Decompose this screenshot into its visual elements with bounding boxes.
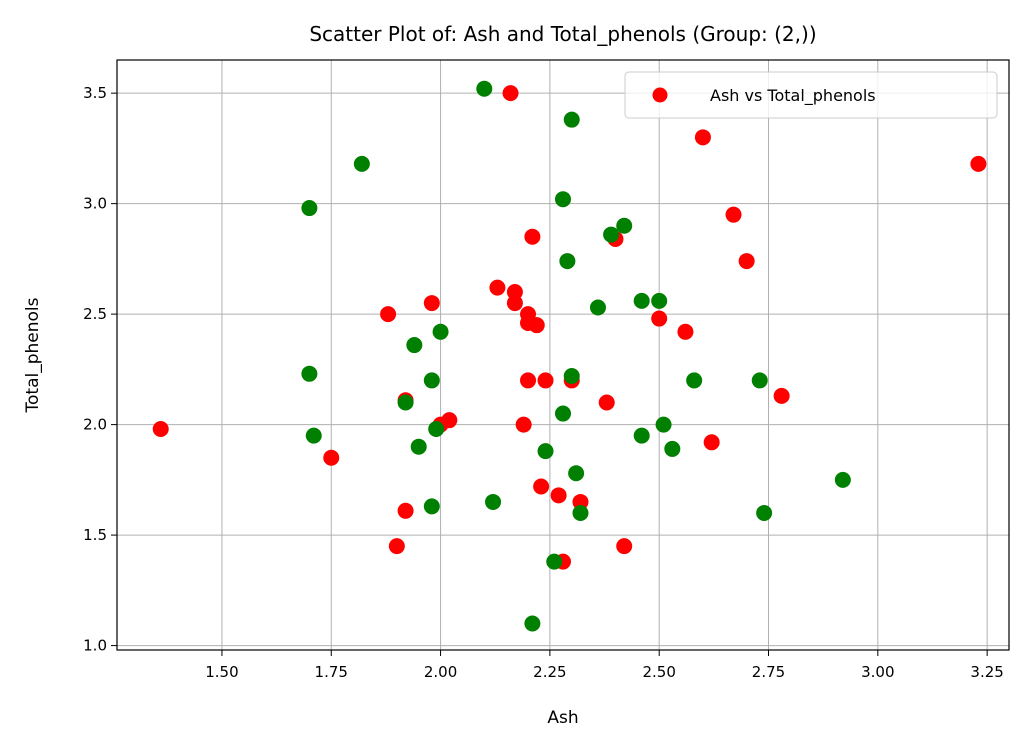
data-point-series-1 — [655, 416, 672, 433]
data-point-series-0 — [694, 129, 711, 146]
data-point-series-1 — [555, 191, 571, 208]
data-point-series-0 — [489, 279, 506, 296]
data-point-series-0 — [423, 295, 440, 312]
data-point-series-1 — [423, 498, 440, 515]
data-point-series-1 — [633, 427, 650, 444]
data-point-series-0 — [506, 284, 523, 301]
x-tick-label: 2.50 — [642, 663, 675, 681]
x-axis-ticks: 1.50 1.75 2.00 2.25 2.50 2.75 3.00 3.25 — [205, 650, 1004, 681]
data-point-series-1 — [563, 111, 580, 128]
data-points — [152, 80, 987, 632]
data-point-series-0 — [528, 317, 545, 334]
x-tick-label: 3.00 — [861, 663, 894, 681]
data-point-series-0 — [550, 487, 567, 504]
data-point-series-1 — [423, 372, 440, 389]
data-point-series-1 — [834, 471, 851, 488]
data-point-series-0 — [323, 449, 340, 466]
y-axis-ticks: 1.0 1.5 2.0 2.5 3.0 3.5 — [83, 84, 117, 655]
data-point-series-1 — [563, 367, 580, 384]
data-point-series-1 — [568, 465, 585, 482]
legend-box — [624, 71, 998, 119]
data-point-series-0 — [616, 538, 633, 555]
data-point-series-1 — [305, 427, 322, 444]
data-point-series-1 — [664, 440, 681, 457]
data-point-series-0 — [651, 310, 668, 327]
data-point-series-0 — [537, 372, 554, 389]
data-point-series-0 — [773, 387, 790, 404]
x-tick-label: 1.75 — [315, 663, 348, 681]
y-axis-label: Total_phenols — [23, 297, 43, 413]
data-point-series-1 — [546, 553, 563, 570]
data-point-series-1 — [751, 372, 768, 389]
data-point-series-0 — [970, 155, 987, 172]
data-point-series-0 — [738, 253, 755, 270]
data-point-series-1 — [589, 299, 606, 316]
data-point-series-1 — [428, 421, 445, 438]
data-point-series-1 — [301, 365, 318, 382]
data-point-series-1 — [559, 253, 576, 270]
y-tick-label: 3.5 — [83, 84, 107, 102]
data-point-series-0 — [533, 478, 550, 495]
grid-lines — [117, 60, 1009, 650]
data-point-series-1 — [301, 200, 318, 217]
data-point-series-1 — [603, 226, 620, 243]
x-tick-label: 3.25 — [970, 663, 1003, 681]
data-point-series-0 — [388, 538, 405, 555]
data-point-series-0 — [677, 323, 694, 340]
y-tick-label: 2.0 — [83, 416, 107, 434]
data-point-series-1 — [651, 292, 668, 309]
x-tick-label: 2.25 — [533, 663, 566, 681]
data-point-series-0 — [598, 394, 615, 411]
y-tick-label: 2.5 — [83, 305, 107, 323]
data-point-series-0 — [152, 421, 169, 438]
data-point-series-0 — [502, 85, 519, 102]
data-point-series-1 — [397, 394, 414, 411]
y-tick-label: 1.5 — [83, 526, 107, 544]
data-point-series-0 — [515, 416, 532, 433]
data-point-series-1 — [756, 504, 773, 521]
chart-title: Scatter Plot of: Ash and Total_phenols (… — [309, 22, 816, 46]
plot-frame — [116, 59, 1010, 651]
data-point-series-1 — [633, 292, 650, 309]
y-tick-label: 1.0 — [83, 637, 107, 655]
data-point-series-1 — [537, 443, 554, 460]
data-point-series-0 — [572, 493, 589, 510]
data-point-series-0 — [725, 206, 742, 223]
x-axis-label: Ash — [547, 708, 578, 728]
legend-label: Ash vs Total_phenols — [710, 86, 876, 106]
data-point-series-0 — [380, 306, 397, 323]
data-point-series-1 — [432, 323, 449, 340]
x-tick-label: 2.75 — [752, 663, 785, 681]
data-point-series-1 — [555, 405, 571, 422]
legend: Ash vs Total_phenols — [624, 71, 998, 119]
data-point-series-1 — [476, 80, 493, 97]
data-point-series-1 — [524, 615, 541, 632]
data-point-series-0 — [703, 434, 720, 451]
data-point-series-1 — [572, 504, 589, 521]
data-point-series-0 — [506, 295, 523, 312]
data-point-series-1 — [406, 337, 423, 354]
data-point-series-1 — [410, 438, 427, 455]
x-tick-label: 2.00 — [424, 663, 457, 681]
data-point-series-1 — [485, 493, 502, 510]
legend-marker — [652, 87, 668, 103]
data-point-series-1 — [686, 372, 703, 389]
x-tick-label: 1.50 — [205, 663, 238, 681]
y-tick-label: 3.0 — [83, 195, 107, 213]
data-point-series-0 — [524, 228, 541, 245]
data-point-series-1 — [353, 155, 370, 172]
data-point-series-1 — [616, 217, 633, 234]
data-point-series-0 — [520, 372, 537, 389]
data-point-series-0 — [397, 502, 414, 519]
data-point-series-0 — [441, 412, 458, 429]
